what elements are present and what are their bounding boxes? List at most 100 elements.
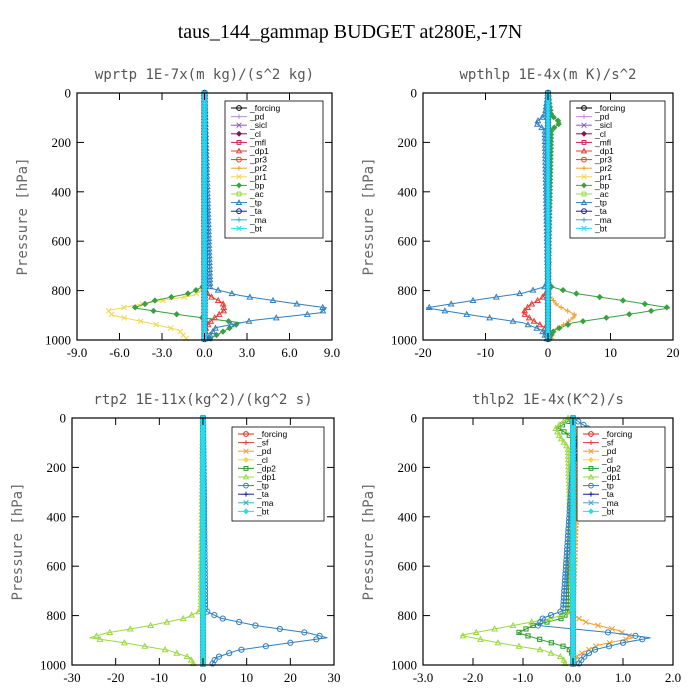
- data-point: [206, 276, 214, 283]
- data-point: [220, 307, 228, 314]
- chart-panel-3: rtp2 1E-11x(kg^2)/(kg^2 s) Pressure [hPa]…: [10, 392, 341, 685]
- data-point: [215, 310, 223, 317]
- data-point: [121, 304, 127, 311]
- data-point: [593, 643, 599, 650]
- data-point: [303, 310, 311, 317]
- legend-label: _bt: [249, 223, 262, 233]
- x-tick-label: 10: [240, 670, 253, 685]
- x-tick-label: 0.0: [196, 345, 212, 360]
- data-point: [206, 279, 214, 286]
- panel-title: wprtp 1E-7x(m kg)/(s^2 kg): [95, 67, 314, 83]
- y-tick-label: 200: [47, 460, 67, 475]
- data-point: [131, 304, 139, 311]
- y-tick-label: 200: [398, 135, 418, 150]
- data-point: [205, 251, 213, 259]
- x-tick-label: 1.0: [615, 670, 631, 685]
- data-point: [227, 321, 235, 328]
- data-point: [603, 314, 610, 321]
- x-tick-label: -1.0: [513, 670, 534, 685]
- data-point: [319, 307, 327, 314]
- legend-label: _bt: [601, 506, 614, 516]
- data-point: [150, 307, 157, 315]
- y-tick-label: 1000: [391, 658, 417, 673]
- data-point: [641, 300, 649, 308]
- panel-title: wpthlp 1E-4x(m K)/s^2: [459, 67, 636, 83]
- y-tick-label: 0: [65, 86, 72, 101]
- data-point: [219, 328, 227, 335]
- data-point: [565, 308, 571, 314]
- data-point: [647, 307, 655, 315]
- data-point: [141, 300, 149, 308]
- data-point: [212, 324, 219, 331]
- data-point: [173, 311, 180, 318]
- data-point: [181, 294, 188, 300]
- data-point: [225, 318, 232, 325]
- data-point: [205, 241, 213, 248]
- x-tick-label: -10: [151, 670, 168, 685]
- y-tick-label: 1000: [40, 658, 66, 673]
- series-bt: [201, 90, 208, 342]
- y-tick-label: 800: [52, 283, 72, 298]
- y-tick-label: 600: [398, 559, 418, 574]
- data-point: [151, 297, 159, 304]
- y-tick-label: 1000: [391, 333, 417, 348]
- data-point: [205, 255, 213, 262]
- y-axis-label: Pressure [hPa]: [361, 482, 377, 600]
- y-tick-label: 400: [398, 509, 418, 524]
- data-point: [293, 300, 301, 307]
- data-point: [573, 290, 580, 297]
- data-point: [214, 296, 222, 304]
- data-point: [205, 244, 213, 252]
- y-tick-label: 600: [47, 559, 67, 574]
- series-pr1: [105, 90, 208, 342]
- y-tick-label: 400: [47, 509, 67, 524]
- x-tick-label: 3.0: [239, 345, 255, 360]
- y-tick-label: 600: [398, 234, 418, 249]
- data-point: [192, 286, 200, 294]
- figure-title: taus_144_gammap BUDGET at280E,-17N: [178, 21, 523, 43]
- y-tick-label: 0: [411, 86, 418, 101]
- y-tick-label: 600: [52, 234, 72, 249]
- y-tick-label: 400: [52, 184, 72, 199]
- x-tick-label: 20: [667, 345, 680, 360]
- data-point: [208, 293, 216, 300]
- x-tick-label: 30: [328, 670, 341, 685]
- data-point: [558, 304, 564, 310]
- x-tick-label: 6.0: [281, 345, 297, 360]
- y-tick-label: 800: [47, 608, 67, 623]
- data-point: [153, 321, 160, 328]
- x-tick-label: 0: [200, 670, 207, 685]
- data-point: [206, 269, 214, 276]
- data-point: [559, 286, 567, 294]
- series-bt: [545, 90, 551, 342]
- data-point: [206, 283, 214, 290]
- legend: _forcing_sf_pd_cl_dp2_dp1_tp_ta_ma_bt: [231, 426, 325, 522]
- x-tick-label: 2.0: [665, 670, 681, 685]
- legend: _forcing_pd_sicl_cl_mfl_dp1_pr3_pr2_pr1_…: [569, 100, 666, 239]
- series-line: [107, 93, 205, 341]
- legend-label: _bt: [594, 223, 607, 233]
- series-line: [89, 417, 204, 666]
- x-tick-label: -10: [477, 345, 494, 360]
- x-tick-label: -20: [107, 670, 124, 685]
- panel-title: thlp2 1E-4x(K^2)/s: [472, 392, 624, 408]
- y-tick-label: 0: [60, 411, 67, 426]
- data-point: [576, 615, 582, 622]
- data-point: [579, 318, 587, 325]
- data-point: [245, 317, 253, 324]
- series-tp: [425, 89, 552, 342]
- data-point: [184, 290, 192, 297]
- data-point: [206, 265, 214, 272]
- data-point: [272, 314, 280, 321]
- data-point: [571, 311, 577, 317]
- data-point: [596, 293, 603, 301]
- y-tick-label: 800: [398, 608, 418, 623]
- data-point: [167, 325, 174, 332]
- series-dp1: [459, 414, 577, 667]
- legend-box: [576, 426, 666, 522]
- y-axis-label: Pressure [hPa]: [361, 157, 377, 275]
- series-line: [426, 92, 549, 341]
- x-tick-label: 9.0: [324, 345, 340, 360]
